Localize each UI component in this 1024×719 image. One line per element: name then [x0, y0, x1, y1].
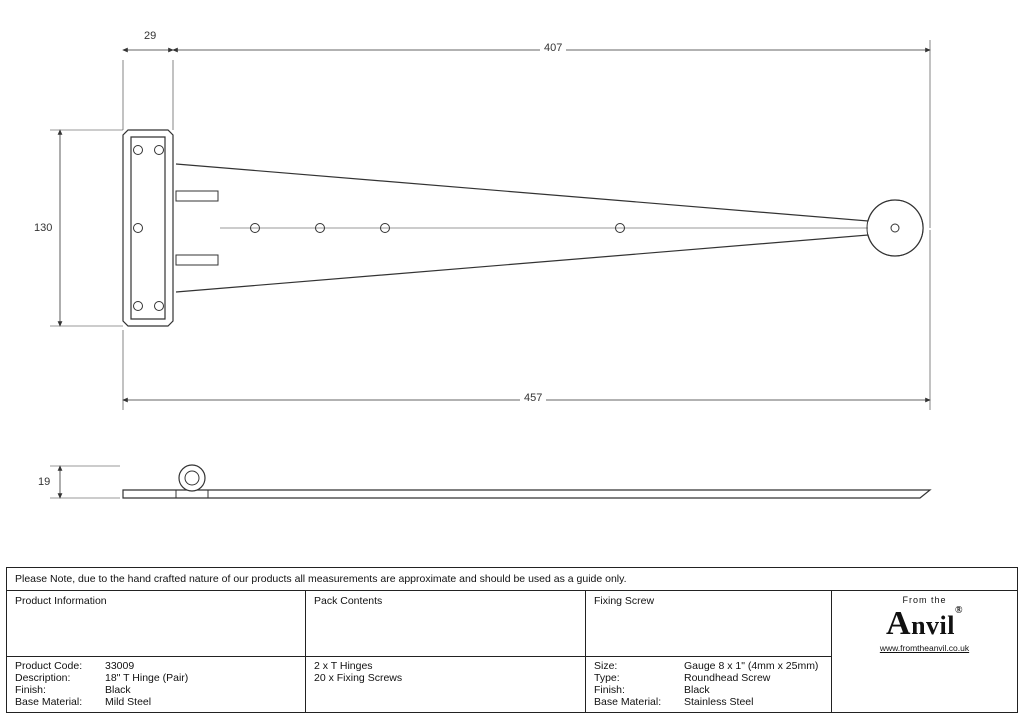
info-table: Please Note, due to the hand crafted nat… — [6, 567, 1018, 713]
desc-value: 18" T Hinge (Pair) — [105, 672, 188, 684]
note-row: Please Note, due to the hand crafted nat… — [6, 567, 1018, 591]
header-fixing-screw: Fixing Screw — [586, 591, 832, 657]
pack-contents-body: 2 x T Hinges 20 x Fixing Screws — [306, 656, 586, 713]
fs-type: Roundhead Screw — [684, 672, 770, 684]
dim-overall-length: 457 — [520, 392, 546, 404]
dim-knuckle-height: 19 — [34, 476, 54, 488]
brand-url: www.fromtheanvil.co.uk — [880, 643, 969, 653]
desc-label: Description: — [15, 672, 105, 684]
fixing-screw-body: Size:Gauge 8 x 1" (4mm x 25mm) Type:Roun… — [586, 656, 832, 713]
header-product-info: Product Information — [6, 591, 306, 657]
fs-finish: Black — [684, 684, 710, 696]
product-info-body: Product Code:33009 Description:18" T Hin… — [6, 656, 306, 713]
finish-value: Black — [105, 684, 131, 696]
header-pack-contents: Pack Contents — [306, 591, 586, 657]
drawing-svg — [0, 0, 1024, 580]
brand-logo: From the Anvil® www.fromtheanvil.co.uk — [880, 595, 969, 653]
fs-finish-label: Finish: — [594, 684, 684, 696]
code-label: Product Code: — [15, 660, 105, 672]
dim-plate-height: 130 — [30, 222, 56, 234]
code-value: 33009 — [105, 660, 134, 672]
base-value: Mild Steel — [105, 696, 151, 708]
finish-label: Finish: — [15, 684, 105, 696]
dim-strap-length: 407 — [540, 42, 566, 54]
fs-size: Gauge 8 x 1" (4mm x 25mm) — [684, 660, 818, 672]
fs-base: Stainless Steel — [684, 696, 753, 708]
fs-size-label: Size: — [594, 660, 684, 672]
brand-cell: From the Anvil® www.fromtheanvil.co.uk — [832, 591, 1018, 657]
technical-drawing: 29 407 130 457 19 — [0, 0, 1024, 580]
fs-type-label: Type: — [594, 672, 684, 684]
pack-line2: 20 x Fixing Screws — [314, 672, 577, 684]
fs-base-label: Base Material: — [594, 696, 684, 708]
brand-top: From the — [880, 595, 969, 605]
base-label: Base Material: — [15, 696, 105, 708]
pack-line1: 2 x T Hinges — [314, 660, 577, 672]
brand-main-rest: nvil — [911, 611, 955, 640]
brand-cell-spacer — [832, 656, 1018, 713]
dim-plate-width: 29 — [140, 30, 160, 42]
